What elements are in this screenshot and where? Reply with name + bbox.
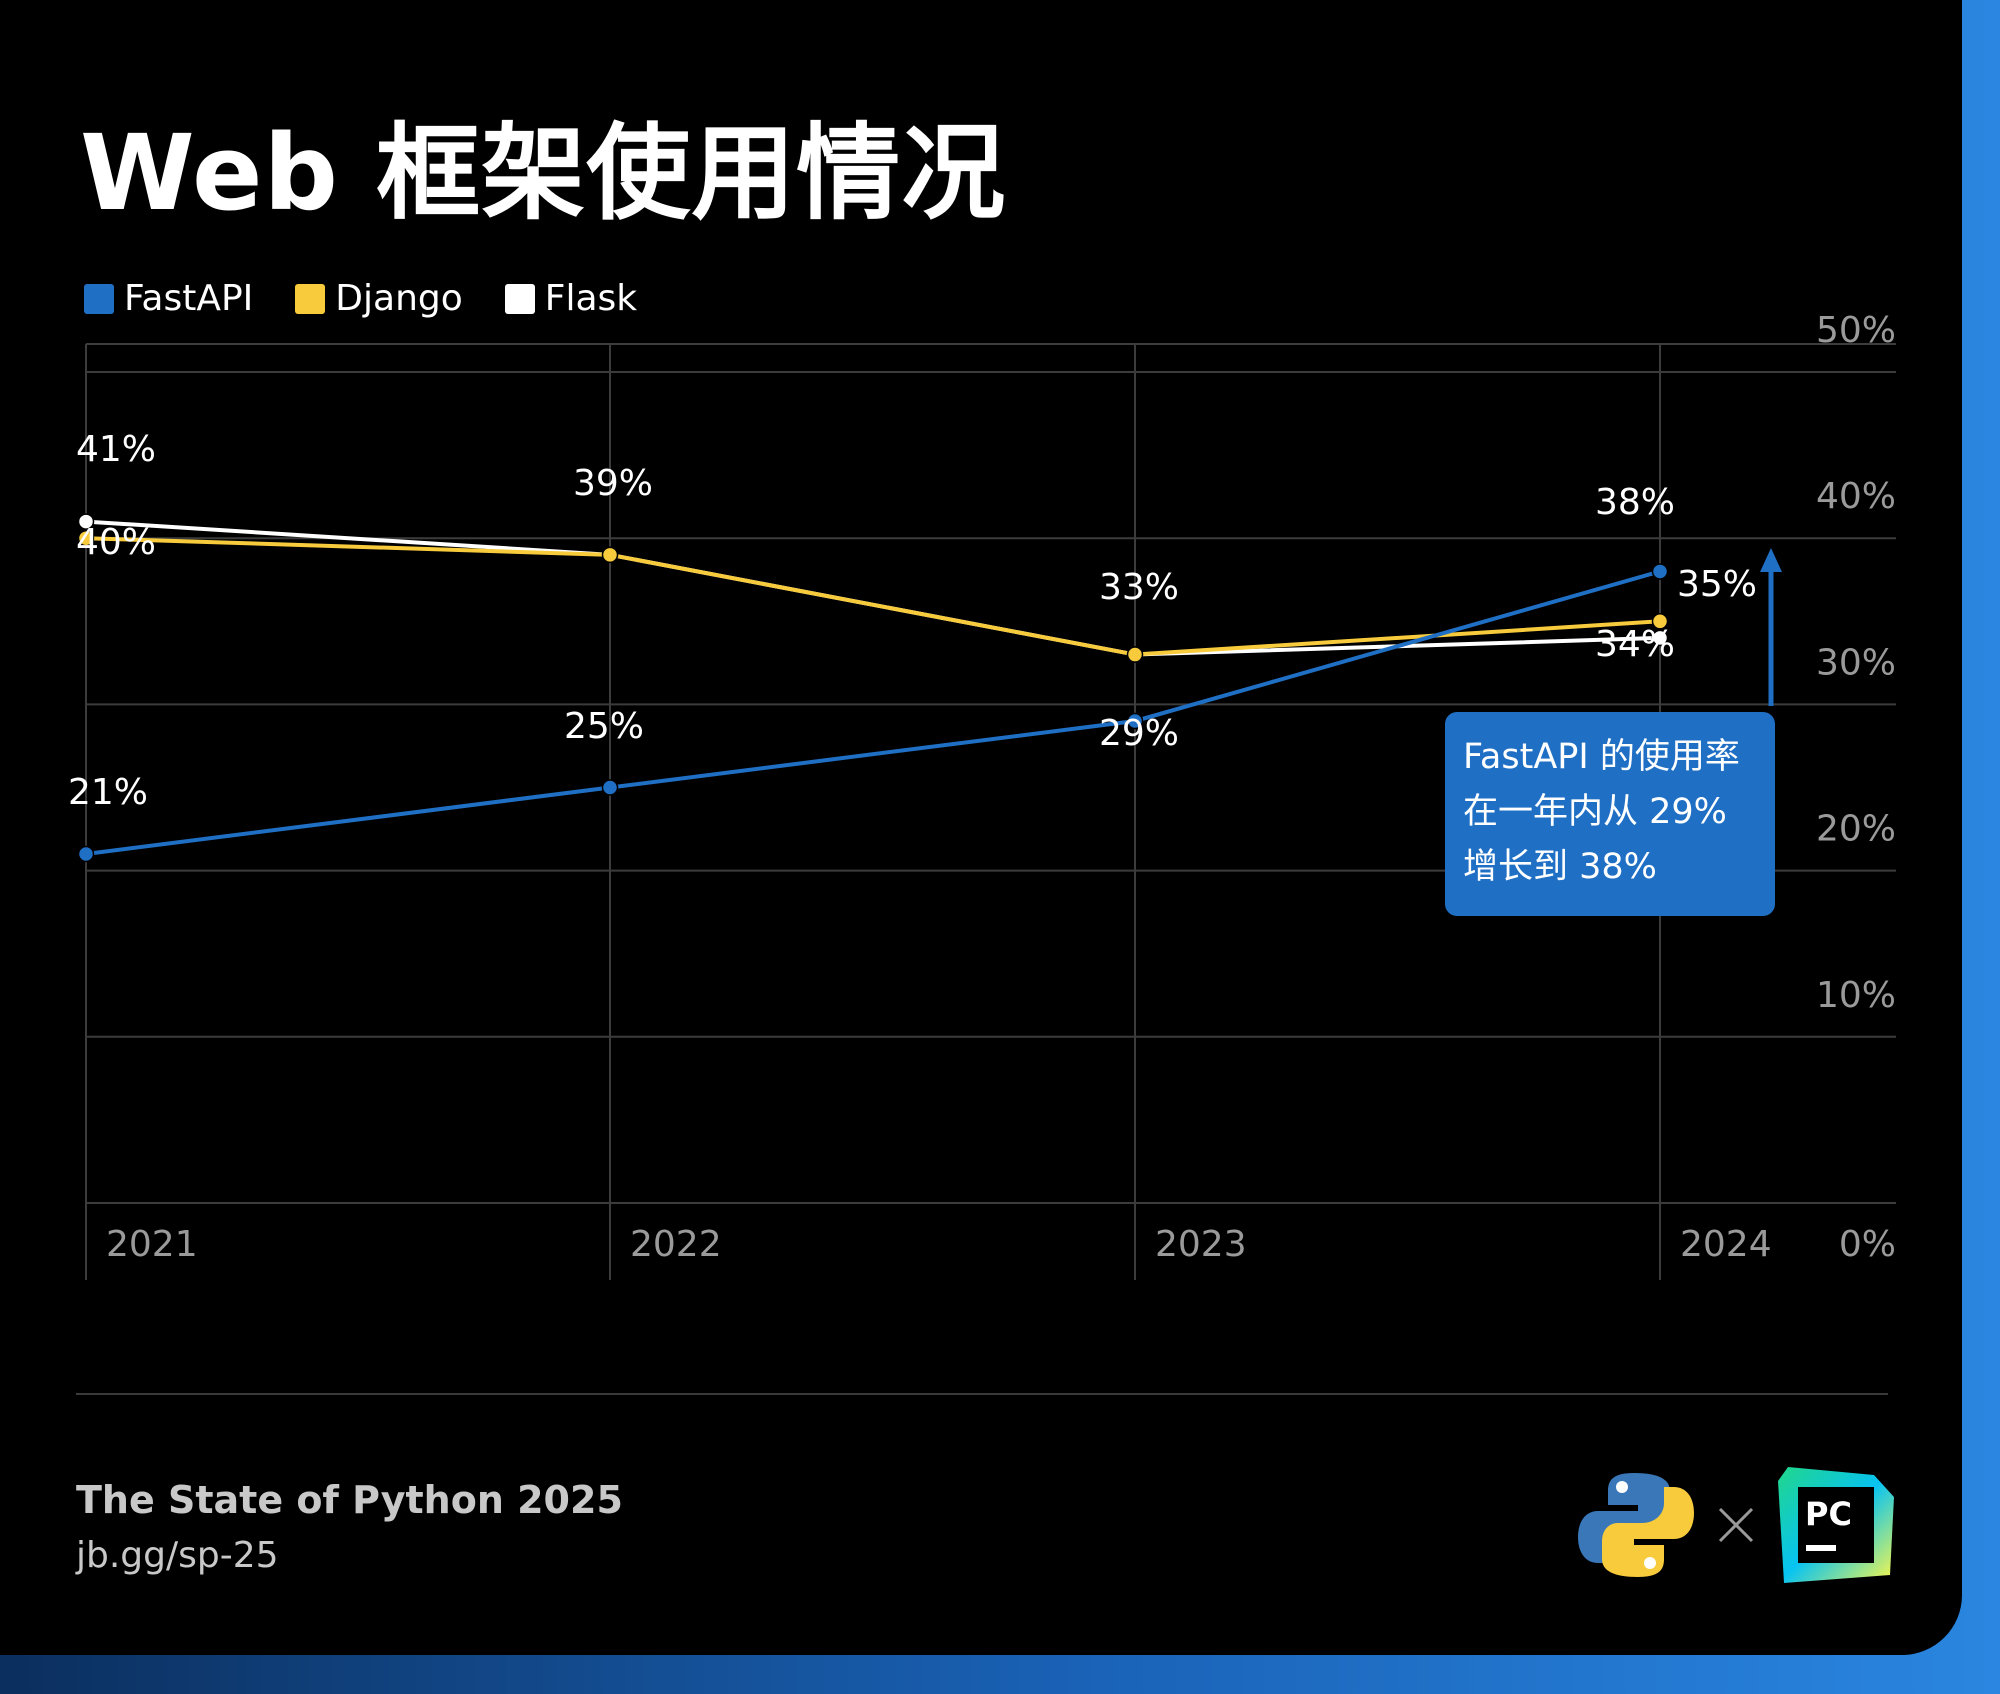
y-tick-label: 40% xyxy=(1816,476,1896,517)
x-tick-label: 2021 xyxy=(106,1224,198,1265)
y-tick-label: 30% xyxy=(1816,642,1896,683)
brand-logos: PC xyxy=(1578,1467,1894,1583)
data-label-flask: 34% xyxy=(1595,624,1675,665)
footer-link[interactable]: jb.gg/sp-25 xyxy=(76,1535,279,1576)
series-line-django xyxy=(85,536,1661,657)
legend-label-flask: Flask xyxy=(544,278,638,319)
data-point-flask xyxy=(1651,629,1669,647)
data-point-django xyxy=(77,529,95,547)
data-point-flask xyxy=(77,513,95,530)
legend-swatch-fastapi xyxy=(84,283,114,314)
annotation-arrow-head xyxy=(1760,548,1782,572)
annotation-box xyxy=(1445,712,1775,916)
y-tick-label: 50% xyxy=(1816,310,1896,351)
x-tick-label: 2023 xyxy=(1155,1224,1247,1265)
legend-swatch-flask xyxy=(504,283,535,314)
data-label-fastapi: 21% xyxy=(68,772,148,813)
data-label-flask: 41% xyxy=(76,429,156,470)
times-icon xyxy=(1718,1507,1754,1543)
data-label-django: 33% xyxy=(1099,567,1179,608)
pycharm-logo-icon: PC xyxy=(1778,1467,1894,1583)
legend-item-fastapi: FastAPI xyxy=(84,278,253,319)
data-point-fastapi xyxy=(1651,563,1669,580)
data-point-django xyxy=(1126,646,1144,663)
data-point-fastapi xyxy=(1126,712,1144,730)
legend-item-django: Django xyxy=(295,278,463,319)
data-point-django xyxy=(1651,613,1669,630)
legend-item-flask: Flask xyxy=(504,278,638,319)
data-point-fastapi xyxy=(77,845,95,863)
legend-label-django: Django xyxy=(335,278,463,319)
data-label-django: 39% xyxy=(573,463,653,504)
data-point-django xyxy=(601,546,619,564)
legend: FastAPI Django Flask xyxy=(84,278,637,319)
legend-label-fastapi: FastAPI xyxy=(124,278,254,319)
y-tick-label: 10% xyxy=(1816,975,1896,1016)
y-tick-label: 0% xyxy=(1839,1224,1896,1265)
chart-title: Web 框架使用情况 xyxy=(80,112,1007,234)
footer-report-title: The State of Python 2025 xyxy=(76,1478,623,1522)
series-line-fastapi xyxy=(85,569,1661,856)
data-label-django: 40% xyxy=(76,522,156,563)
line-chart: 0% 10% 20% 30% 40% 50% 2021 2022 2023 2024 21% 25% 2… xyxy=(68,310,1896,1280)
x-tick-label: 2022 xyxy=(630,1224,722,1265)
data-point-fastapi xyxy=(601,779,619,796)
annotation-text-line: FastAPI 的使用率 xyxy=(1463,737,1740,777)
data-label-django: 35% xyxy=(1677,564,1757,605)
footer-divider xyxy=(76,1393,1888,1395)
data-label-fastapi: 38% xyxy=(1595,482,1675,523)
x-tick-label: 2024 xyxy=(1680,1224,1772,1265)
data-label-fastapi: 25% xyxy=(564,706,644,747)
python-logo-icon xyxy=(1578,1473,1694,1577)
data-label-fastapi: 29% xyxy=(1099,713,1179,754)
svg-text:PC: PC xyxy=(1805,1495,1852,1533)
legend-swatch-django xyxy=(295,283,326,314)
y-tick-label: 20% xyxy=(1816,809,1896,850)
annotation-text-line: 增长到 38% xyxy=(1463,847,1657,887)
annotation-text-line: 在一年内从 29% xyxy=(1463,792,1727,832)
